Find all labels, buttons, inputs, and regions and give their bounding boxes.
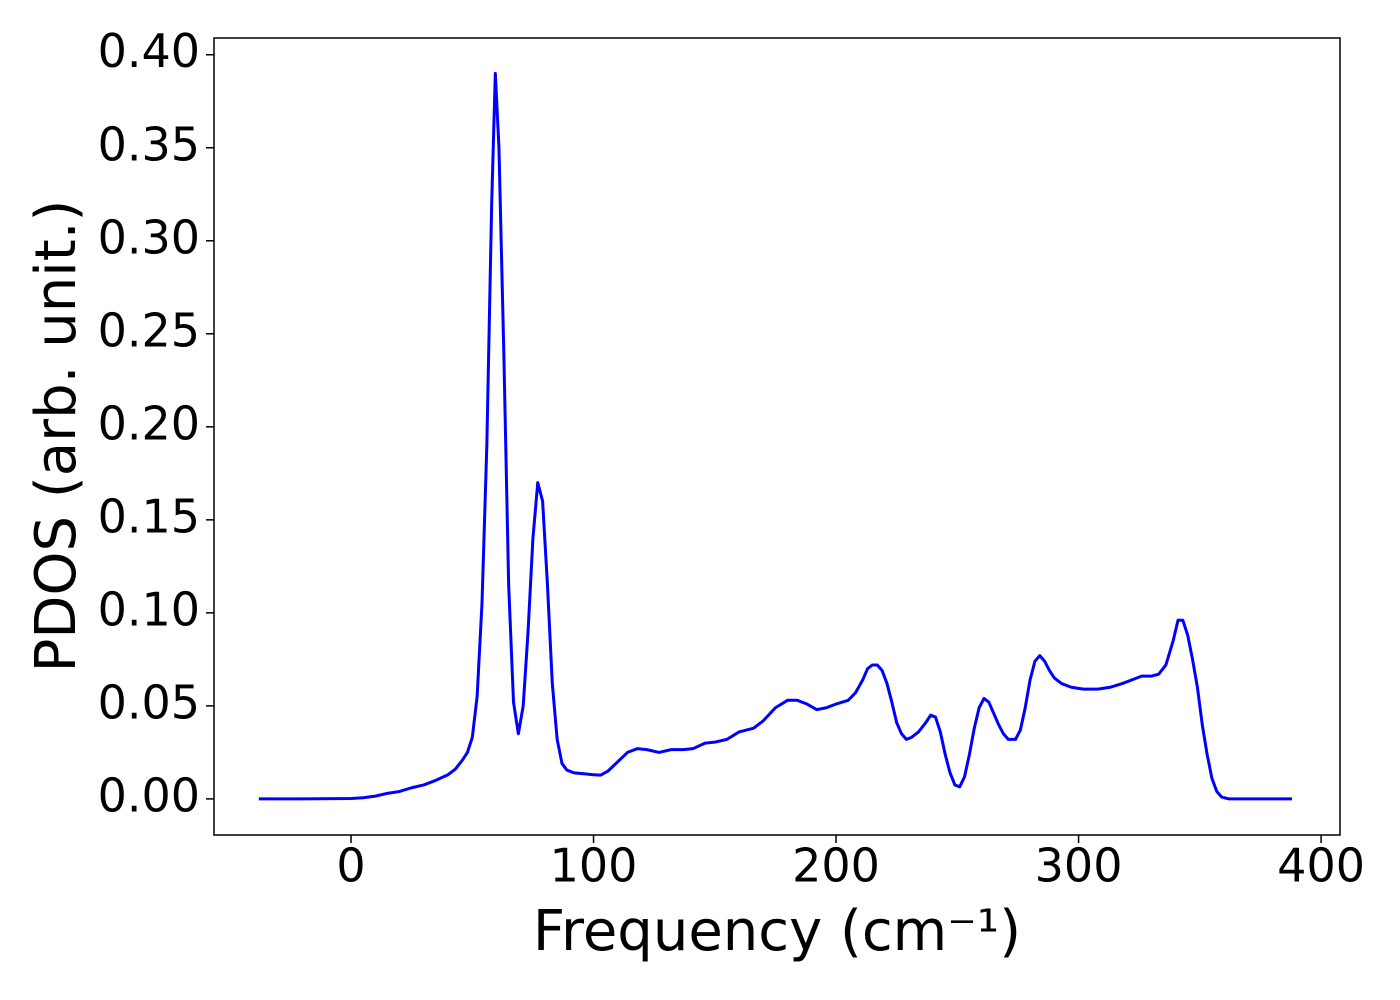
y-tick-label: 0.00 <box>98 768 200 822</box>
x-tick-label: 300 <box>1035 839 1123 893</box>
y-tick-label: 0.05 <box>98 675 200 729</box>
y-tick-label: 0.25 <box>98 303 200 357</box>
line <box>258 71 1292 801</box>
y-tick-label: 0.30 <box>98 210 200 264</box>
y-tick-label: 0.20 <box>98 396 200 450</box>
y-tick-label: 0.10 <box>98 582 200 636</box>
plot-frame <box>213 37 1341 836</box>
y-axis-label: PDOS (arb. unit.) <box>24 200 89 673</box>
x-axis-label: Frequency (cm⁻¹) <box>533 899 1021 964</box>
x-tick-label: 0 <box>336 839 365 893</box>
y-tick-label: 0.15 <box>98 489 200 543</box>
x-tick-label: 200 <box>792 839 880 893</box>
y-tick-label: 0.40 <box>98 24 200 78</box>
y-tick-label: 0.35 <box>98 117 200 171</box>
x-tick-label: 100 <box>550 839 638 893</box>
x-tick-label: 400 <box>1277 839 1365 893</box>
